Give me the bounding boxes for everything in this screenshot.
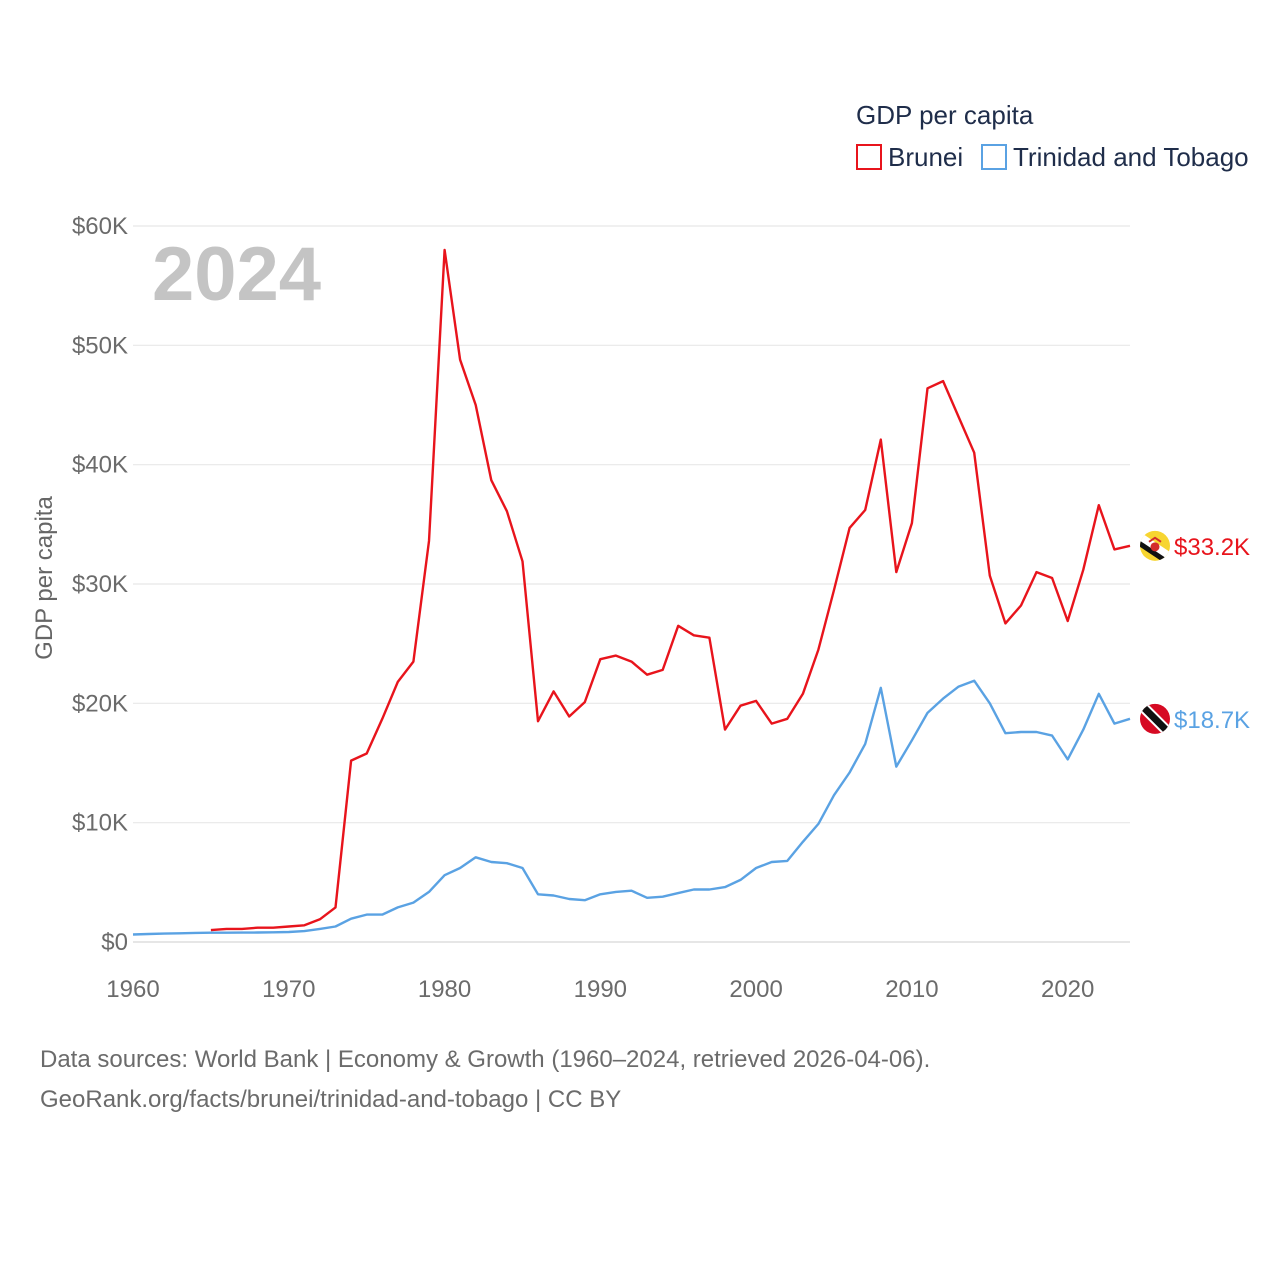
legend-label: Brunei <box>888 142 963 172</box>
y-tick-label: $40K <box>72 452 128 479</box>
y-tick-label: $20K <box>72 690 128 717</box>
series-lines <box>132 248 1131 936</box>
x-tick-label: 2010 <box>885 976 938 1003</box>
series-line-trinidad-and-tobago <box>132 679 1131 936</box>
legend-label: Trinidad and Tobago <box>1013 142 1249 172</box>
x-axis-ticks: 1960 1970 1980 1990 2000 2010 2020 <box>106 976 1094 1003</box>
end-value-label: $33.2K <box>1174 534 1250 561</box>
x-tick-label: 1980 <box>418 976 471 1003</box>
legend-item[interactable]: Trinidad and Tobago <box>981 142 1249 172</box>
x-tick-label: 1990 <box>574 976 627 1003</box>
y-tick-label: $0 <box>101 929 128 956</box>
y-axis-ticks: $0 $10K $20K $30K $40K $50K $60K <box>72 213 128 956</box>
end-value-label: $18.7K <box>1174 707 1250 734</box>
gridlines <box>133 225 1130 943</box>
end-labels: $33.2K $18.7K <box>1140 530 1250 734</box>
legend: GDP per capita Brunei Trinidad and Tobago <box>856 100 1249 172</box>
source-link[interactable]: GeoRank.org/facts/brunei/trinidad-and-to… <box>40 1086 622 1113</box>
y-tick-label: $10K <box>72 810 128 837</box>
x-tick-label: 2000 <box>729 976 782 1003</box>
x-tick-label: 1960 <box>106 976 159 1003</box>
y-axis-label: GDP per capita <box>31 496 58 660</box>
x-tick-label: 1970 <box>262 976 315 1003</box>
y-tick-label: $60K <box>72 213 128 240</box>
data-source-note: Data sources: World Bank | Economy & Gro… <box>40 1046 931 1073</box>
x-tick-label: 2020 <box>1041 976 1094 1003</box>
legend-item[interactable]: Brunei <box>856 142 963 172</box>
legend-title: GDP per capita <box>856 100 1034 130</box>
y-tick-label: $50K <box>72 332 128 359</box>
series-line-brunei <box>210 248 1131 932</box>
brunei-flag-icon <box>1140 530 1170 561</box>
current-year-label: 2024 <box>152 232 321 317</box>
legend-swatch <box>981 144 1007 170</box>
y-tick-label: $30K <box>72 571 128 598</box>
footer: Data sources: World Bank | Economy & Gro… <box>40 1040 930 1120</box>
legend-swatch <box>856 144 882 170</box>
trinidad-flag-icon <box>1140 703 1170 734</box>
